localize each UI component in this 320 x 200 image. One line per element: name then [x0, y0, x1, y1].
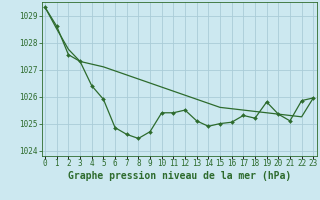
X-axis label: Graphe pression niveau de la mer (hPa): Graphe pression niveau de la mer (hPa) [68, 171, 291, 181]
